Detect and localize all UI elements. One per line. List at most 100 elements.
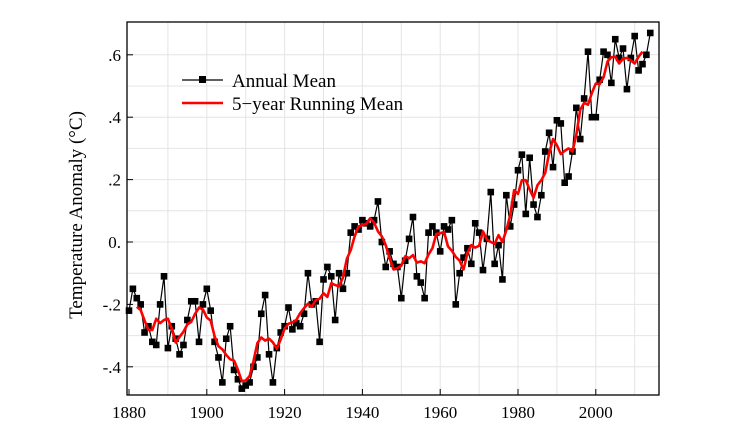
annual-mean-point [382,263,390,271]
annual-mean-point [471,219,479,227]
annual-mean-point [514,166,522,174]
annual-mean-point [623,85,631,93]
annual-mean-point [199,301,207,308]
annual-mean-point [534,213,541,221]
annual-mean-point [386,248,393,255]
annual-mean-point [401,257,409,265]
y-tick-label: .4 [108,108,121,127]
annual-mean-point [646,29,654,37]
annual-mean-point [222,335,230,343]
annual-mean-point [565,173,572,180]
annual-mean-point [265,351,273,358]
plot-frame [126,21,660,396]
annual-mean-point [219,379,226,386]
annual-mean-point [561,179,568,187]
annual-mean-point [510,201,518,208]
annual-mean-point [292,319,300,327]
annual-mean-point [351,223,358,230]
annual-mean-point [608,79,615,87]
annual-mean-point [207,307,214,314]
annual-mean-point [491,260,498,268]
x-tick-label: 2000 [579,403,613,422]
annual-mean-point [184,316,191,324]
annual-mean-point [125,307,133,314]
annual-mean-point [479,266,487,274]
running-mean-series [135,50,644,383]
annual-mean-point [413,273,421,280]
legend-annual-marker [199,76,206,83]
annual-mean-point [604,51,611,59]
annual-mean-point [324,263,331,271]
annual-mean-point [619,45,627,52]
annual-mean-point [522,210,530,218]
annual-mean-point [557,120,565,127]
y-tick-label: .6 [108,46,121,65]
y-axis-ticks: .6 .4 .2 0. -.2 -.4 [103,46,133,377]
annual-mean-point [429,223,436,230]
annual-mean-point [596,76,603,84]
annual-mean-point [530,201,537,208]
annual-mean-point [359,216,366,224]
x-tick-label: 1980 [501,403,535,422]
annual-mean-point [250,363,257,371]
x-axis-ticks: 1880 1900 1920 1940 1960 1980 2000 [112,389,613,422]
annual-mean-point [588,113,596,121]
annual-mean-point [246,379,253,386]
annual-mean-point [448,216,456,224]
annual-mean-point [203,285,211,293]
annual-mean-point [545,129,553,137]
annual-mean-point [374,198,382,205]
annual-mean-point [339,285,347,293]
annual-mean-point [573,104,580,112]
annual-mean-point [580,95,588,102]
annual-mean-point [631,32,638,40]
annual-mean-point [475,229,483,236]
annual-mean-point [176,351,183,358]
annual-mean-point [211,338,218,346]
annual-mean-point [538,191,545,199]
annual-mean-point [464,244,471,252]
annual-mean-point [635,67,642,74]
annual-mean-point [145,322,152,330]
annual-mean-point [452,301,460,308]
x-tick-label: 1920 [268,403,302,422]
annual-mean-point [234,375,242,383]
annual-mean-point [156,301,164,308]
annual-mean-point [335,269,343,277]
legend: Annual Mean 5−year Running Mean [182,71,404,115]
annual-mean-point [304,269,312,277]
annual-mean-point [141,329,148,336]
annual-mean-point [254,354,261,361]
annual-mean-point [460,254,467,261]
annual-mean-point [506,223,514,230]
annual-mean-point [436,248,444,255]
annual-mean-point [257,310,265,318]
annual-mean-point [611,35,619,43]
annual-mean-point [487,188,495,196]
y-tick-label: .2 [108,171,121,190]
legend-annual-label: Annual Mean [232,71,336,92]
annual-mean-point [226,322,234,330]
annual-mean-point [643,51,650,59]
annual-mean-point [300,310,308,318]
annual-mean-point [526,154,533,162]
annual-mean-point [152,341,160,349]
annual-mean-point [499,276,506,283]
annual-mean-point [180,341,187,349]
annual-mean-point [370,216,378,224]
annual-mean-point [347,229,355,236]
annual-mean-point [242,382,249,389]
annual-mean-point [468,260,475,268]
annual-mean-point [277,329,285,336]
annual-mean-point [518,151,526,158]
annual-mean-point [129,285,137,293]
y-tick-label: -.2 [103,295,121,314]
annual-mean-point [238,385,246,392]
annual-mean-point [191,297,199,305]
y-tick-label: -.4 [103,358,122,377]
y-tick-label: 0. [108,233,121,252]
x-tick-label: 1940 [345,403,379,422]
x-tick-label: 1960 [423,403,457,422]
annual-mean-point [425,229,432,236]
